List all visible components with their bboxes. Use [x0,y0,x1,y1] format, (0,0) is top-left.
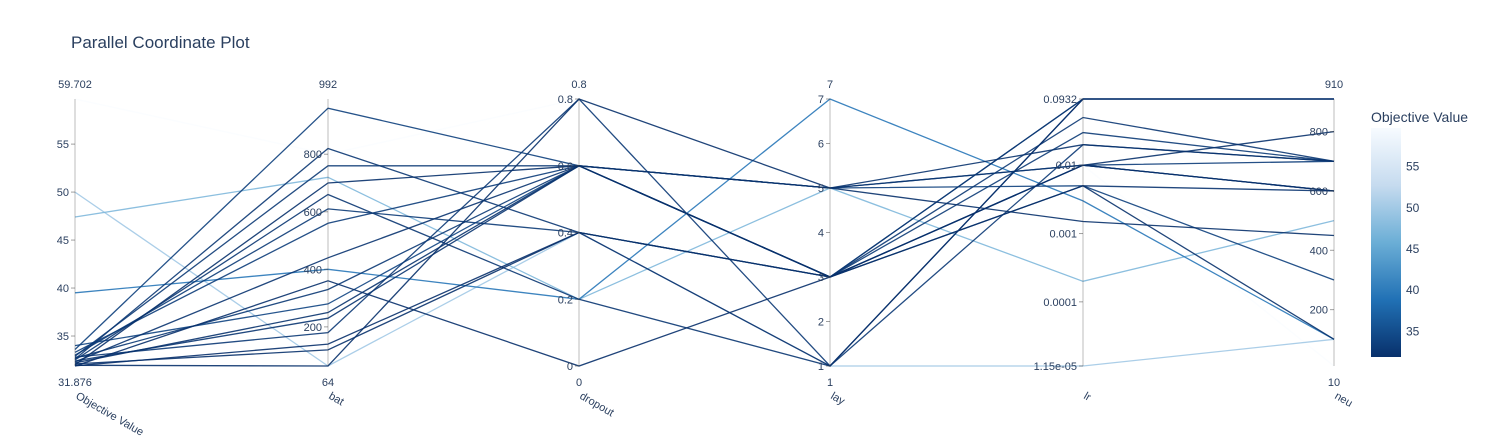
axis-tick-label: 0.4 [558,228,573,240]
axis-tick-label: 0.2 [558,294,573,306]
axis-tick-label: 0.0001 [1043,297,1077,309]
axis-tick-label: 0.001 [1049,229,1077,241]
axis-tick-label: 200 [304,322,322,334]
data-line [74,176,1335,301]
axis-range-max: 7 [827,79,833,91]
axis-range-max: 0.8 [571,79,586,91]
colorbar-tick-label: 45 [1406,242,1420,256]
axis-tick-label: 5 [818,183,824,195]
data-line [74,98,1335,340]
data-line [74,164,1335,367]
axis-tick-label: 7 [818,94,824,106]
colorbar-tick-label: 50 [1406,201,1420,215]
axis-tick-label: 800 [304,149,322,161]
data-line [74,98,1334,357]
colorbar-tick-label: 55 [1406,160,1420,174]
axis-tick-label: 35 [57,331,69,343]
axis-lr[interactable]: 1.15e-05 0.0001 0.001 0.01 0.0932 lr [1034,94,1094,404]
axis-tick-label: 2 [818,317,824,329]
data-line [74,98,1335,367]
data-line [74,164,1335,362]
axis-title: lay [829,390,848,408]
axis-range-max: 992 [319,79,337,91]
data-line [74,116,1335,360]
axis-tick-label: 0.0932 [1043,94,1077,106]
data-line [74,165,1335,366]
colorbar-title: Objective Value [1371,109,1468,125]
axis-tick-label: 1 [818,361,824,373]
axis-range-max: 910 [1325,79,1343,91]
axis-tick-label: 50 [57,187,69,199]
data-line [74,191,1335,367]
axis-range-min: 31.876 [58,377,92,389]
axis-tick-label: 400 [304,264,322,276]
data-line [74,98,1335,367]
axis-tick-label: 1.15e-05 [1034,361,1077,373]
colorbar-gradient [1371,128,1401,357]
axis-tick-label: 800 [1310,127,1328,139]
axis-tick-label: 40 [57,283,69,295]
axis-range-max: 59.702 [58,79,92,91]
axis-title: neu [1333,390,1355,410]
axis-tick-label: 600 [304,207,322,219]
axis-tick-label: 0.6 [558,161,573,173]
data-line [74,160,1335,353]
colorbar-tick-label: 40 [1406,283,1420,297]
data-line [74,98,1334,367]
axis-range-min: 1 [827,377,833,389]
axis-tick-label: 3 [818,272,824,284]
data-lines [74,98,1335,367]
axis-tick-label: 6 [818,139,824,151]
chart-title: Parallel Coordinate Plot [71,33,250,52]
colorbar-tick-label: 35 [1406,324,1420,338]
axis-range-min: 10 [1328,377,1340,389]
axis-tick-label: 0.01 [1056,160,1077,172]
axis-title: dropout [578,390,616,419]
axis-tick-label: 400 [1310,245,1328,257]
data-line [74,130,1335,365]
axis-title: lr [1082,390,1094,404]
axis-range-min: 0 [576,377,582,389]
axis-tick-label: 600 [1310,186,1328,198]
axis-tick-label: 45 [57,235,69,247]
axis-title: bat [327,390,346,408]
axis-tick-label: 0.8 [558,94,573,106]
axis-tick-label: 55 [57,139,69,151]
colorbar: Objective Value 35 40 45 50 55 [1371,109,1468,357]
axis-tick-label: 0 [567,361,573,373]
axis-tick-label: 200 [1310,305,1328,317]
data-line [74,144,1335,364]
axis-range-min: 64 [322,377,334,389]
axis-title: Objective Value [74,390,146,439]
axis-tick-label: 4 [818,228,824,240]
